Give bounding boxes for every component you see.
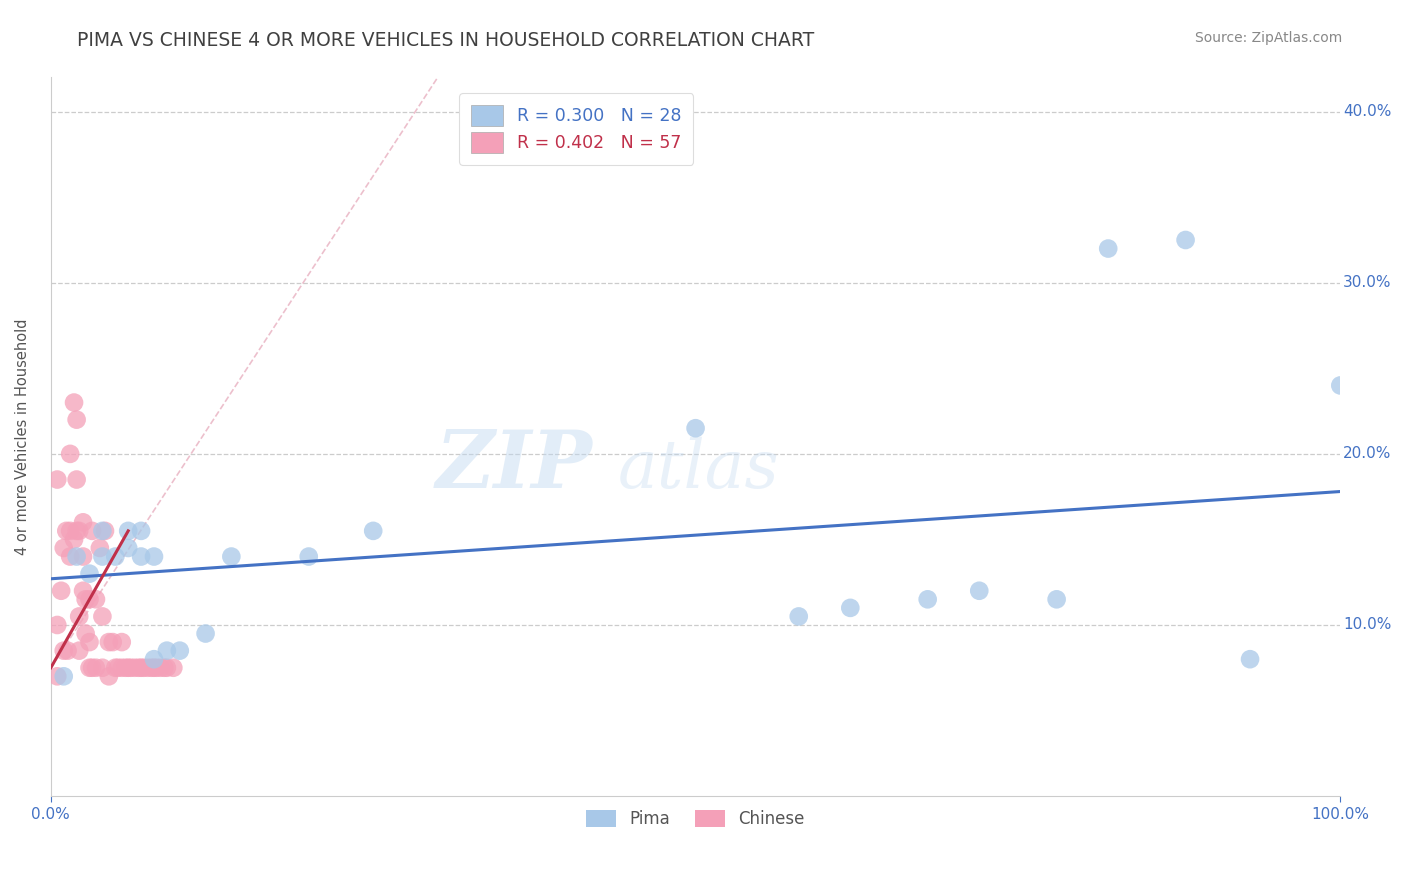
Point — [63, 533, 86, 547]
Point — [194, 626, 217, 640]
Point — [124, 661, 146, 675]
Point — [52, 643, 75, 657]
Point — [49, 583, 72, 598]
Point — [59, 549, 82, 564]
Point — [129, 549, 152, 564]
Point — [221, 549, 243, 564]
Point — [361, 524, 384, 538]
Point — [839, 600, 862, 615]
Point — [104, 549, 127, 564]
Point — [169, 643, 191, 657]
Point — [75, 592, 97, 607]
Point — [117, 661, 139, 675]
Point — [91, 609, 114, 624]
Text: 30.0%: 30.0% — [1343, 276, 1392, 290]
Point — [141, 661, 163, 675]
Point — [97, 669, 120, 683]
Point — [128, 661, 150, 675]
Point — [1174, 233, 1197, 247]
Point — [1097, 242, 1119, 256]
Text: 20.0%: 20.0% — [1343, 446, 1392, 461]
Y-axis label: 4 or more Vehicles in Household: 4 or more Vehicles in Household — [15, 318, 30, 555]
Point — [967, 583, 990, 598]
Point — [787, 609, 810, 624]
Point — [1239, 652, 1261, 666]
Point — [63, 395, 86, 409]
Point — [79, 635, 101, 649]
Point — [72, 583, 94, 598]
Point — [82, 524, 104, 538]
Point — [65, 412, 87, 426]
Point — [46, 473, 69, 487]
Text: PIMA VS CHINESE 4 OR MORE VEHICLES IN HOUSEHOLD CORRELATION CHART: PIMA VS CHINESE 4 OR MORE VEHICLES IN HO… — [77, 31, 814, 50]
Point — [298, 549, 321, 564]
Point — [149, 661, 172, 675]
Point — [79, 592, 101, 607]
Point — [65, 549, 87, 564]
Point — [156, 661, 179, 675]
Point — [67, 643, 90, 657]
Point — [56, 643, 79, 657]
Point — [129, 524, 152, 538]
Point — [97, 635, 120, 649]
Point — [143, 549, 166, 564]
Point — [67, 609, 90, 624]
Point — [65, 524, 87, 538]
Point — [114, 661, 136, 675]
Point — [111, 661, 134, 675]
Legend: Pima, Chinese: Pima, Chinese — [579, 803, 811, 835]
Point — [91, 549, 114, 564]
Point — [91, 661, 114, 675]
Point — [1046, 592, 1069, 607]
Text: ZIP: ZIP — [436, 426, 592, 504]
Text: atlas: atlas — [619, 436, 780, 501]
Point — [72, 549, 94, 564]
Point — [52, 669, 75, 683]
Point — [59, 447, 82, 461]
Point — [107, 661, 129, 675]
Point — [67, 524, 90, 538]
Point — [117, 541, 139, 555]
Point — [89, 541, 111, 555]
Point — [65, 473, 87, 487]
Point — [111, 635, 134, 649]
Point — [55, 524, 77, 538]
Point — [917, 592, 939, 607]
Point — [59, 524, 82, 538]
Point — [1329, 378, 1351, 392]
Text: 40.0%: 40.0% — [1343, 104, 1392, 120]
Point — [84, 661, 107, 675]
Point — [136, 661, 159, 675]
Point — [129, 661, 152, 675]
Point — [91, 524, 114, 538]
Point — [143, 652, 166, 666]
Point — [156, 643, 179, 657]
Point — [143, 661, 166, 675]
Text: 10.0%: 10.0% — [1343, 617, 1392, 632]
Point — [685, 421, 707, 435]
Point — [52, 541, 75, 555]
Point — [94, 524, 117, 538]
Point — [46, 618, 69, 632]
Point — [82, 661, 104, 675]
Point — [46, 669, 69, 683]
Point — [84, 592, 107, 607]
Point — [79, 661, 101, 675]
Point — [162, 661, 184, 675]
Point — [104, 661, 127, 675]
Text: Source: ZipAtlas.com: Source: ZipAtlas.com — [1195, 31, 1343, 45]
Point — [153, 661, 176, 675]
Point — [79, 566, 101, 581]
Point — [120, 661, 142, 675]
Point — [101, 635, 124, 649]
Point — [145, 661, 167, 675]
Point — [72, 516, 94, 530]
Point — [132, 661, 155, 675]
Point — [75, 626, 97, 640]
Point — [117, 524, 139, 538]
